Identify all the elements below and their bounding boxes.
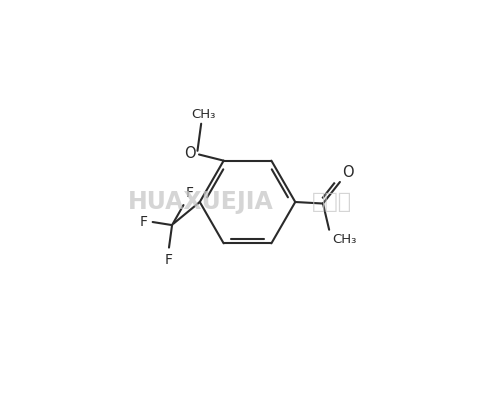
Text: CH₃: CH₃ <box>332 233 357 246</box>
Text: CH₃: CH₃ <box>191 108 216 121</box>
Text: F: F <box>186 186 194 200</box>
Text: F: F <box>165 253 173 267</box>
Text: F: F <box>139 215 147 229</box>
Text: O: O <box>184 146 196 161</box>
Text: HUAXUEJIA: HUAXUEJIA <box>127 190 273 214</box>
Text: O: O <box>342 164 354 180</box>
Text: 化学加: 化学加 <box>312 192 352 212</box>
